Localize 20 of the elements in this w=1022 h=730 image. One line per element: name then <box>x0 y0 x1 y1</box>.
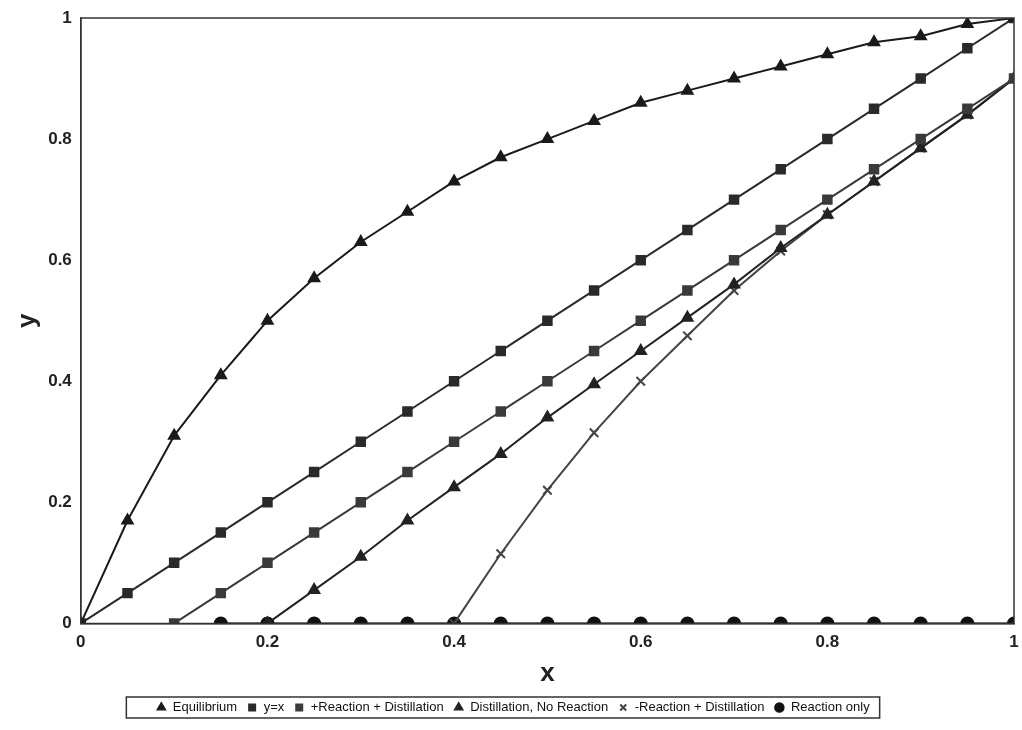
y-tick-label: 0.8 <box>48 128 72 148</box>
x-tick-label: 0 <box>76 632 86 652</box>
legend-label: Reaction only <box>790 699 871 715</box>
legend-label: Equilibrium <box>172 699 238 715</box>
x-axis-title: x <box>540 656 556 687</box>
x-tick-label: 1 <box>1009 632 1019 652</box>
y-tick-label: 0 <box>62 613 72 633</box>
legend-label: +Reaction + Distillation <box>310 699 444 715</box>
y-tick-label: 0.6 <box>48 249 72 269</box>
legend-label: Distillation, No Reaction <box>470 699 609 715</box>
y-tick-label: 0.4 <box>48 370 73 390</box>
y-tick-label: 0.2 <box>48 492 72 512</box>
y-axis-title: y <box>10 312 41 328</box>
x-tick-label: 0.6 <box>628 632 653 652</box>
x-tick-label: 0.4 <box>442 632 467 652</box>
legend-label: y=x <box>263 699 285 715</box>
legend-label: -Reaction + Distillation <box>634 699 765 715</box>
x-tick-label: 0.2 <box>255 632 280 652</box>
x-tick-label: 0.8 <box>815 632 840 652</box>
y-tick-label: 1 <box>62 7 72 27</box>
